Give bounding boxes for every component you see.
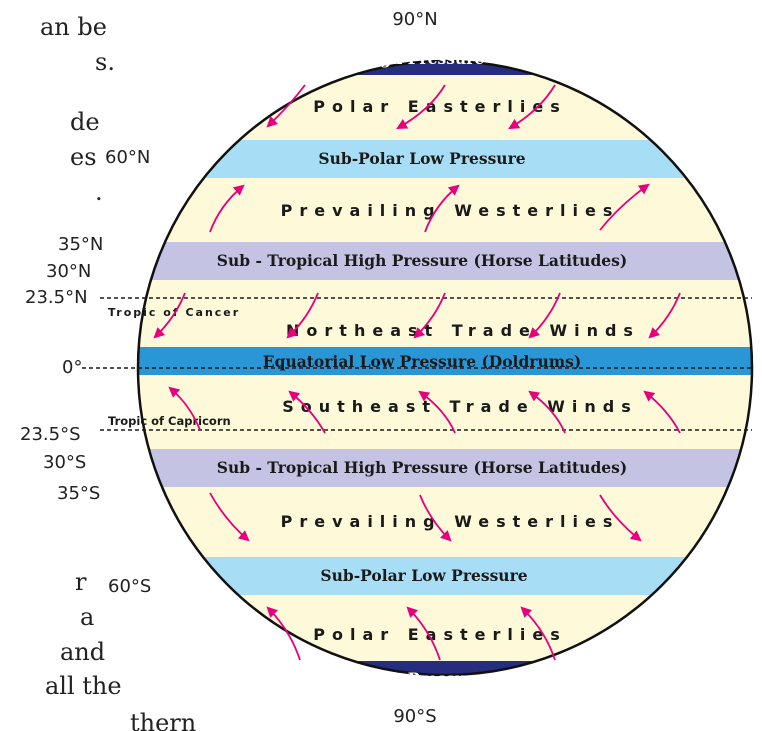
wind-label-northeast-trade: Northeast Trade Winds xyxy=(286,321,640,340)
band-label-high-pressure-south: High Pressure xyxy=(360,669,485,688)
latitude-label-23n: 23.5°N xyxy=(25,287,88,308)
latitude-label-30n: 30°N xyxy=(46,261,91,282)
wind-label-polar-easterlies-south: Polar Easterlies xyxy=(313,625,566,644)
latitude-label-35s: 35°S xyxy=(57,483,100,504)
band-label-subpolar-south: Sub-Polar Low Pressure xyxy=(320,566,527,585)
latitude-label-30s: 30°S xyxy=(43,452,86,473)
tropic-of-capricorn-label: Tropic of Capricorn xyxy=(108,414,231,428)
wind-label-southeast-trade: Southeast Trade Winds xyxy=(282,397,638,416)
southeast-trade-arrow xyxy=(288,390,326,434)
tropic-of-cancer-label: Tropic of Cancer xyxy=(108,306,240,319)
band-subtropical-high-south xyxy=(138,449,752,487)
band-subpolar-low-north xyxy=(138,140,752,178)
westerly-arrow xyxy=(424,184,460,233)
band-subtropical-high-north xyxy=(138,242,752,280)
polar-easterly-arrow xyxy=(266,606,301,661)
southeast-trade-arrow xyxy=(418,390,456,434)
westerly-arrow xyxy=(599,494,642,542)
band-subpolar-low-south xyxy=(138,557,752,595)
polar-easterly-arrow xyxy=(266,84,306,128)
wind-label-westerlies-south: Prevailing Westerlies xyxy=(281,512,620,531)
page-text-line: and xyxy=(60,638,105,666)
band-label-high-pressure-north: High Pressure xyxy=(360,49,485,68)
page-text-line: es xyxy=(70,143,97,171)
wind-label-westerlies-north: Prevailing Westerlies xyxy=(281,201,620,220)
latitude-label-equator: 0° xyxy=(62,357,82,378)
northeast-trade-arrow xyxy=(153,292,186,339)
latitude-label-60n: 60°N xyxy=(105,147,150,168)
latitude-label-60s: 60°S xyxy=(108,576,151,597)
band-label-subtropical-north: Sub - Tropical High Pressure (Horse Lati… xyxy=(217,251,627,270)
latitude-label-90s: 90°S xyxy=(393,706,436,727)
page-text-line: . xyxy=(95,178,103,206)
westerly-arrow xyxy=(419,494,452,542)
page-text-line: all the xyxy=(45,672,122,700)
polar-easterly-arrow xyxy=(508,84,556,130)
westerly-arrow xyxy=(209,492,250,542)
page-text-line: s. xyxy=(95,48,115,76)
polar-easterly-arrow xyxy=(396,84,446,130)
page-text-line: an be xyxy=(40,13,107,41)
wind-label-polar-easterlies-north: Polar Easterlies xyxy=(313,97,566,116)
latitude-label-23s: 23.5°S xyxy=(20,424,81,445)
page-text-line: r xyxy=(75,568,87,596)
northeast-trade-arrow xyxy=(528,292,561,339)
northeast-trade-arrow xyxy=(648,292,681,339)
band-label-equatorial: Equatorial Low Pressure (Doldrums) xyxy=(263,352,581,371)
page-text-line: thern xyxy=(130,709,196,731)
latitude-label-35n: 35°N xyxy=(58,234,103,255)
latitude-label-90n: 90°N xyxy=(392,9,437,30)
band-label-subtropical-south: Sub - Tropical High Pressure (Horse Lati… xyxy=(217,458,627,477)
westerly-arrow xyxy=(599,183,650,231)
page-text-line: de xyxy=(70,108,100,136)
polar-easterly-arrow xyxy=(520,606,556,661)
southeast-trade-arrow xyxy=(643,390,681,434)
background-page-text: an be s. de es . r a and all the thern xyxy=(40,13,196,731)
southeast-trade-arrow xyxy=(528,390,566,434)
northeast-trade-arrow xyxy=(286,292,319,339)
band-label-subpolar-north: Sub-Polar Low Pressure xyxy=(318,149,525,168)
westerly-arrow xyxy=(209,184,245,233)
band-equatorial-low xyxy=(138,347,752,375)
northeast-trade-arrow xyxy=(413,292,446,339)
southeast-trade-arrow xyxy=(168,386,201,431)
polar-easterly-arrow xyxy=(406,606,441,661)
page-text-line: a xyxy=(80,603,94,631)
wind-arrows xyxy=(153,84,681,661)
